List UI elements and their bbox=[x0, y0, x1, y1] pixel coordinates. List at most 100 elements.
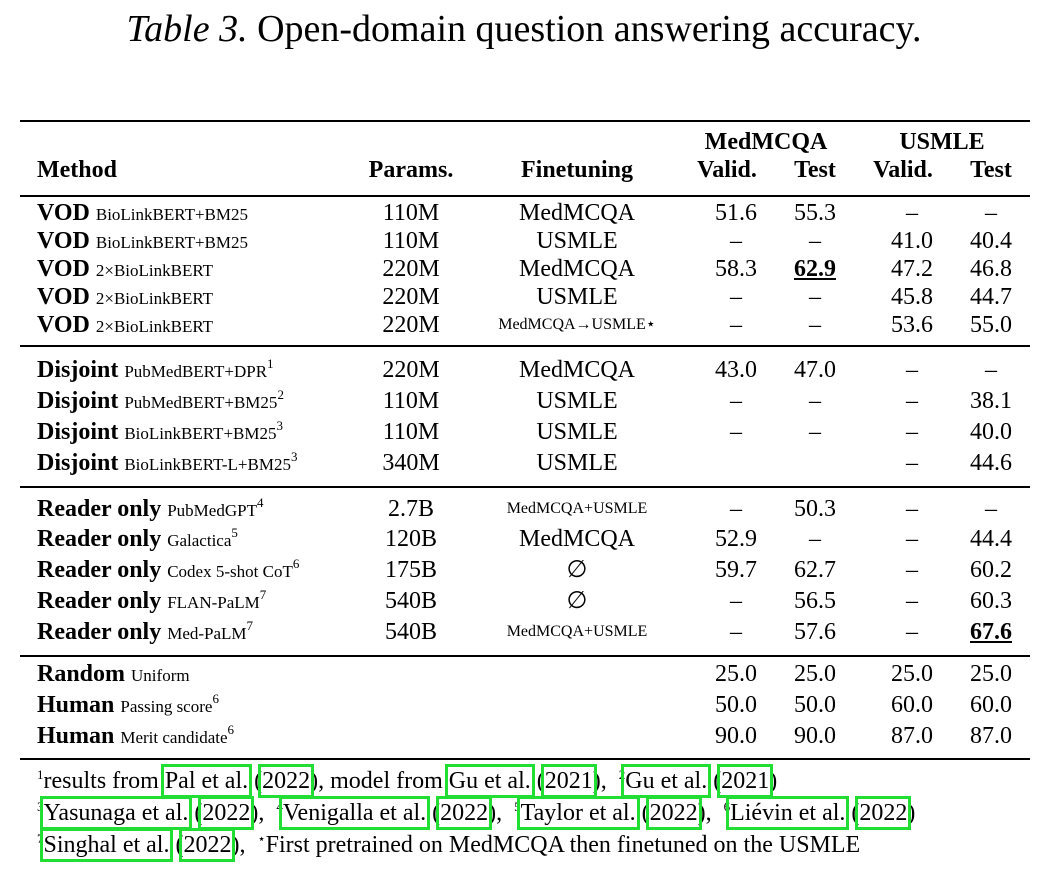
method-name: Disjoint bbox=[37, 357, 119, 383]
header-usmle-valid: Valid. bbox=[873, 157, 933, 183]
row-method: VOD BioLinkBERT+BM25 bbox=[37, 198, 248, 228]
cell-usmle-test: – bbox=[985, 357, 997, 383]
row-method: VOD 2×BioLinkBERT bbox=[37, 282, 213, 312]
method-name: VOD bbox=[37, 228, 90, 254]
footnote-ref: 7 bbox=[246, 618, 254, 633]
cell-finetuning: MedMCQA bbox=[518, 256, 636, 282]
footnote-marker: 7 bbox=[37, 831, 44, 846]
citation-year-link[interactable]: 2022 bbox=[179, 828, 236, 862]
footnote-ref: 3 bbox=[290, 449, 298, 464]
row-method: Disjoint PubMedBERT+BM252 bbox=[37, 386, 284, 416]
footnote-ref: 4 bbox=[256, 495, 264, 510]
cell-params: 220M bbox=[382, 357, 440, 383]
citation-link[interactable]: Singhal et al. bbox=[39, 828, 174, 862]
footnote-ref: 3 bbox=[276, 418, 283, 433]
cell-params: 110M bbox=[382, 200, 440, 226]
cell-params: 220M bbox=[382, 312, 440, 338]
cell-medmcqa-valid: – bbox=[730, 496, 742, 522]
footnote-marker: 5 bbox=[514, 799, 521, 814]
cell-medmcqa-test: – bbox=[809, 312, 821, 338]
cell-usmle-valid: 47.2 bbox=[891, 256, 933, 282]
method-name: Disjoint bbox=[37, 450, 119, 476]
row-method: Human Merit candidate6 bbox=[37, 721, 234, 751]
cell-usmle-test: 40.4 bbox=[970, 228, 1012, 254]
row-method: VOD 2×BioLinkBERT bbox=[37, 254, 213, 284]
cell-usmle-test: 67.6 bbox=[970, 619, 1012, 645]
cell-params: 110M bbox=[382, 228, 440, 254]
citation-year-link[interactable]: 2022 bbox=[198, 796, 255, 830]
cell-finetuning: USMLE bbox=[536, 284, 618, 310]
method-variant: Med-PaLM bbox=[167, 624, 247, 643]
row-method: Reader only Codex 5-shot CoT6 bbox=[37, 555, 299, 585]
citation-link[interactable]: Liévin et al. bbox=[726, 796, 850, 830]
table-caption: Table 3. Open-domain question answering … bbox=[0, 6, 1048, 52]
cell-usmle-test: – bbox=[985, 200, 997, 226]
cell-usmle-test: 44.7 bbox=[970, 284, 1012, 310]
cell-medmcqa-test: 90.0 bbox=[794, 723, 836, 749]
header-finetuning: Finetuning bbox=[520, 157, 634, 183]
citation-link[interactable]: Taylor et al. bbox=[516, 796, 640, 830]
cell-usmle-valid: – bbox=[906, 496, 918, 522]
method-variant: Uniform bbox=[131, 666, 190, 685]
footnote-text: results from bbox=[43, 768, 165, 794]
cell-usmle-valid: – bbox=[906, 200, 918, 226]
cell-usmle-valid: 60.0 bbox=[891, 692, 933, 718]
cell-finetuning: MedMCQA+USMLE bbox=[506, 623, 648, 640]
bottom-rule bbox=[20, 758, 1030, 760]
citation-year-link[interactable]: 2021 bbox=[717, 764, 774, 798]
cell-usmle-valid: – bbox=[906, 526, 918, 552]
cell-usmle-test: 40.0 bbox=[970, 419, 1012, 445]
row-method: Reader only PubMedGPT4 bbox=[37, 494, 263, 524]
caption-label: Table 3. bbox=[126, 8, 248, 50]
cell-medmcqa-valid: – bbox=[730, 588, 742, 614]
cell-medmcqa-test: 57.6 bbox=[794, 619, 836, 645]
footnote-ref: 6 bbox=[227, 722, 235, 737]
cell-usmle-test: 55.0 bbox=[970, 312, 1012, 338]
row-method: Random Uniform bbox=[37, 659, 190, 689]
citation-year-link[interactable]: 2022 bbox=[855, 796, 912, 830]
cell-params: 110M bbox=[382, 388, 440, 414]
citation-year-link[interactable]: 2021 bbox=[540, 764, 597, 798]
cell-medmcqa-valid: 43.0 bbox=[715, 357, 757, 383]
cell-finetuning: USMLE bbox=[536, 388, 618, 414]
header-params: Params. bbox=[368, 157, 454, 183]
cell-usmle-valid: – bbox=[906, 557, 918, 583]
cell-medmcqa-valid: – bbox=[730, 228, 742, 254]
cell-usmle-test: 25.0 bbox=[970, 661, 1012, 687]
cell-medmcqa-test: 62.7 bbox=[794, 557, 836, 583]
footnote-star-text: First pretrained on MedMCQA then finetun… bbox=[265, 832, 861, 858]
cell-usmle-test: – bbox=[985, 496, 997, 522]
cell-finetuning: USMLE bbox=[536, 228, 618, 254]
cell-params: 540B bbox=[384, 588, 438, 614]
method-name: VOD bbox=[37, 200, 90, 226]
footnote-ref: 7 bbox=[259, 587, 267, 602]
cell-usmle-test: 60.0 bbox=[970, 692, 1012, 718]
row-method: Reader only FLAN-PaLM7 bbox=[37, 586, 266, 616]
method-name: VOD bbox=[37, 312, 90, 338]
cell-medmcqa-valid: 50.0 bbox=[715, 692, 757, 718]
citation-year-link[interactable]: 2022 bbox=[258, 764, 315, 798]
cell-params: 540B bbox=[384, 619, 438, 645]
citation-year-link[interactable]: 2022 bbox=[645, 796, 702, 830]
cell-finetuning: MedMCQA→USMLE⋆ bbox=[498, 316, 656, 333]
cell-finetuning: MedMCQA bbox=[518, 526, 636, 552]
cell-usmle-valid: – bbox=[906, 388, 918, 414]
cell-params: 110M bbox=[382, 419, 440, 445]
header-medmcqa-test: Test bbox=[794, 157, 836, 183]
citation-link[interactable]: Gu et al. bbox=[621, 764, 712, 798]
cell-usmle-test: 44.4 bbox=[970, 526, 1012, 552]
cell-medmcqa-valid: 90.0 bbox=[715, 723, 757, 749]
citation-link[interactable]: Pal et al. bbox=[160, 764, 253, 798]
citation-link[interactable]: Gu et al. bbox=[444, 764, 535, 798]
citation-link[interactable]: Yasunaga et al. bbox=[39, 796, 193, 830]
cell-usmle-valid: 45.8 bbox=[891, 284, 933, 310]
caption-text: Open-domain question answering accuracy. bbox=[257, 8, 922, 50]
cell-params: 2.7B bbox=[387, 496, 435, 522]
star-marker: ⋆ bbox=[257, 831, 266, 846]
group-rule-2 bbox=[20, 486, 1030, 488]
cell-medmcqa-test: 62.9 bbox=[794, 256, 836, 282]
citation-year-link[interactable]: 2022 bbox=[436, 796, 493, 830]
citation-link[interactable]: Venigalla et al. bbox=[278, 796, 431, 830]
cell-usmle-valid: 41.0 bbox=[891, 228, 933, 254]
method-variant: FLAN-PaLM bbox=[167, 593, 260, 612]
